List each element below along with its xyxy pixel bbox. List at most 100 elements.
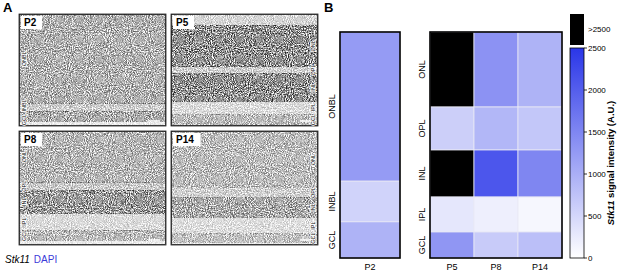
image-noise xyxy=(19,14,166,126)
image-border xyxy=(171,14,317,125)
image-border xyxy=(19,131,165,244)
row-label: OPL xyxy=(417,119,427,137)
title-bg xyxy=(21,133,42,146)
heatmap-cell xyxy=(430,150,474,197)
heatmap-cell xyxy=(518,197,562,232)
layer-label: GCL xyxy=(21,230,27,241)
row-label: INL xyxy=(417,166,427,180)
row-label: GCL xyxy=(327,231,337,250)
micrograph: P2ONBLINBLGCL xyxy=(19,14,166,126)
image-title: P14 xyxy=(176,134,194,145)
colorbar-tick-label: 2000 xyxy=(588,86,606,95)
image-border xyxy=(171,131,317,244)
layer-label: ONL xyxy=(310,154,316,165)
panel-label: A xyxy=(3,0,13,15)
micrograph: P5ONLOPLINLIPLGCL xyxy=(171,14,318,126)
caption-part: Stk11 xyxy=(5,254,30,265)
image-frame xyxy=(19,14,166,126)
micrograph: P14ONLOPLINLIPLGCL xyxy=(171,131,318,245)
colorbar-tick-label: 1000 xyxy=(588,170,606,179)
colorbar-tick-label: 2500 xyxy=(588,44,606,53)
heatmap-cell xyxy=(474,150,518,197)
column-label: P14 xyxy=(532,262,548,272)
title-bg xyxy=(173,133,201,146)
title-bg xyxy=(173,16,194,29)
layer-label: OPL xyxy=(310,187,316,198)
image-band xyxy=(171,115,318,126)
heatmap-cell xyxy=(518,150,562,197)
image-noise xyxy=(171,131,318,245)
heatmap-cell xyxy=(474,32,518,107)
image-band xyxy=(19,190,166,213)
heatmap-cell xyxy=(430,107,474,150)
panel-label: B xyxy=(324,0,333,15)
heatmap-cell xyxy=(340,181,400,222)
image-band xyxy=(171,197,318,218)
layer-label: ONL xyxy=(21,151,27,162)
caption: Stk11 DAPI xyxy=(5,254,57,265)
layer-label: ONL xyxy=(310,40,316,51)
image-band xyxy=(19,230,166,240)
heatmap xyxy=(430,32,562,258)
figure: A B P2 ONBL INBL GCL P5 ONL OPL INL IPL GCL P8 ONL OPL… xyxy=(0,0,617,274)
image-band xyxy=(19,111,166,121)
image-title: P2 xyxy=(24,17,37,28)
image-frame xyxy=(171,131,318,245)
image-noise xyxy=(19,131,166,245)
heatmap-frame xyxy=(340,32,400,258)
layer-label: INL xyxy=(310,83,316,92)
heatmap-cell xyxy=(430,32,474,107)
image-band xyxy=(171,131,318,188)
colorbar-tick-label: 1500 xyxy=(588,128,606,137)
title-rest: signal intensity (A.U.) xyxy=(605,101,616,201)
heatmap-cell xyxy=(518,232,562,258)
heatmap-cell xyxy=(340,222,400,258)
layer-label: OPL xyxy=(310,64,316,75)
layer-label: GCL xyxy=(310,233,316,244)
colorbar-tick xyxy=(584,258,587,259)
heatmap-cell xyxy=(474,107,518,150)
layer-label: INL xyxy=(21,197,27,206)
heatmap-cell xyxy=(474,197,518,232)
image-band xyxy=(19,14,166,104)
overflow-swatch xyxy=(570,14,584,45)
column-label: P5 xyxy=(446,262,457,272)
heatmap-frame xyxy=(430,32,562,258)
image-band xyxy=(171,188,318,197)
heatmap xyxy=(340,32,400,258)
layer-label: INL xyxy=(310,203,316,212)
colorbar-tick-label: 0 xyxy=(588,254,593,263)
scale-bar xyxy=(148,239,160,241)
heatmap-cell xyxy=(518,32,562,107)
row-label: INBL xyxy=(327,191,337,211)
caption-part: DAPI xyxy=(34,254,57,265)
row-label: ONL xyxy=(417,60,427,79)
colorbar xyxy=(570,48,584,258)
image-band xyxy=(19,131,166,182)
layer-label: ONBL xyxy=(21,51,27,66)
colorbar-tick xyxy=(584,132,587,133)
scale-bar xyxy=(148,120,160,122)
colorbar-tick xyxy=(584,48,587,49)
row-label: GCL xyxy=(417,236,427,255)
image-frame xyxy=(171,14,318,126)
micrograph: P8ONLOPLINLIPLGCL xyxy=(19,131,166,245)
layer-label: GCL xyxy=(21,114,27,125)
layer-label: OPL xyxy=(21,181,27,192)
colorbar-tick xyxy=(584,174,587,175)
image-band xyxy=(19,104,166,112)
heatmap-cell xyxy=(474,232,518,258)
colorbar-title: Stk11 signal intensity (A.U.) xyxy=(605,101,616,225)
colorbar-tick xyxy=(584,216,587,217)
image-title: P5 xyxy=(176,17,189,28)
colorbar-tick-label: 500 xyxy=(588,212,602,221)
image-band xyxy=(19,213,166,230)
image-band xyxy=(19,182,166,190)
colorbar-tick xyxy=(584,90,587,91)
column-label: P2 xyxy=(364,262,375,272)
layer-label: IPL xyxy=(310,103,316,111)
image-title: P8 xyxy=(24,134,37,145)
image-noise xyxy=(171,14,318,126)
heatmap-cell xyxy=(430,232,474,258)
heatmap-cell xyxy=(518,107,562,150)
